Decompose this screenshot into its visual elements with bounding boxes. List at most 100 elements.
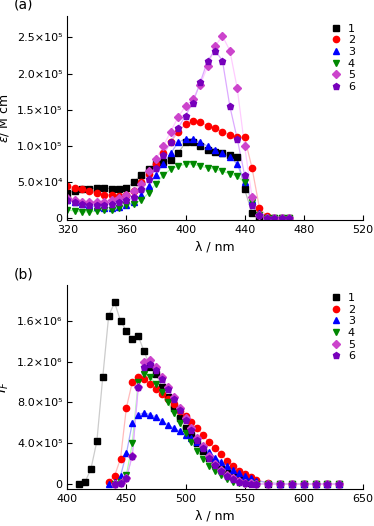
6 (225, 473, 229, 479)
3 (219, 459, 223, 465)
6 (166, 386, 170, 392)
5 (87, 199, 92, 206)
2 (168, 139, 173, 146)
3 (183, 136, 188, 142)
5 (289, 481, 294, 487)
4 (168, 166, 173, 173)
Legend: 1, 2, 3, 4, 5, 6: 1, 2, 3, 4, 5, 6 (327, 22, 357, 94)
5 (264, 215, 269, 221)
3 (207, 449, 211, 456)
6 (313, 481, 318, 487)
3 (166, 422, 170, 428)
Line: 3: 3 (64, 136, 292, 221)
4 (176, 163, 180, 169)
1 (220, 150, 225, 156)
5 (112, 481, 117, 487)
3 (124, 450, 129, 457)
4 (220, 168, 225, 175)
5 (201, 443, 205, 450)
1 (250, 209, 254, 216)
3 (176, 139, 180, 146)
6 (236, 478, 241, 484)
5 (191, 96, 195, 102)
1 (117, 186, 121, 193)
4 (236, 480, 241, 486)
4 (230, 478, 235, 484)
5 (230, 476, 235, 482)
2 (242, 471, 247, 478)
6 (112, 481, 117, 487)
3 (107, 480, 111, 487)
2 (266, 480, 270, 486)
2 (117, 193, 121, 199)
5 (198, 82, 203, 88)
4 (177, 420, 182, 426)
3 (198, 139, 203, 146)
4 (227, 170, 232, 177)
6 (154, 367, 158, 373)
6 (139, 186, 143, 193)
6 (266, 481, 270, 487)
5 (279, 215, 284, 221)
6 (132, 194, 136, 200)
6 (205, 57, 210, 64)
3 (142, 410, 146, 416)
3 (227, 154, 232, 160)
1 (168, 157, 173, 164)
1 (219, 466, 223, 472)
2 (272, 215, 276, 221)
1 (109, 186, 114, 192)
4 (65, 207, 70, 213)
Line: 4: 4 (64, 161, 292, 221)
6 (257, 213, 261, 219)
5 (132, 188, 136, 194)
5 (118, 480, 123, 486)
6 (191, 99, 195, 106)
1 (166, 394, 170, 400)
1 (242, 478, 247, 484)
2 (102, 191, 107, 198)
4 (124, 472, 129, 478)
5 (313, 481, 318, 487)
5 (248, 480, 253, 487)
3 (112, 479, 117, 485)
2 (313, 481, 318, 487)
5 (266, 481, 270, 487)
1 (242, 186, 247, 193)
3 (236, 470, 241, 476)
5 (272, 215, 276, 221)
3 (80, 201, 84, 207)
2 (161, 150, 166, 156)
1 (154, 371, 158, 377)
1 (112, 299, 117, 306)
5 (213, 461, 217, 467)
1 (136, 333, 141, 339)
1 (139, 172, 143, 178)
5 (301, 481, 306, 487)
4 (242, 179, 247, 185)
3 (257, 209, 261, 216)
2 (213, 125, 217, 131)
5 (65, 195, 70, 201)
Line: 5: 5 (111, 357, 342, 487)
3 (161, 161, 166, 167)
6 (248, 480, 253, 487)
2 (254, 477, 259, 483)
5 (242, 143, 247, 149)
6 (264, 215, 269, 221)
5 (235, 85, 239, 92)
4 (148, 374, 152, 380)
5 (139, 180, 143, 187)
6 (213, 461, 217, 468)
1 (161, 159, 166, 165)
5 (171, 394, 176, 400)
1 (83, 479, 87, 485)
5 (166, 384, 170, 390)
2 (160, 391, 164, 398)
1 (207, 454, 211, 461)
2 (248, 474, 253, 481)
4 (109, 207, 114, 213)
5 (207, 452, 211, 459)
3 (230, 467, 235, 473)
4 (146, 190, 151, 196)
